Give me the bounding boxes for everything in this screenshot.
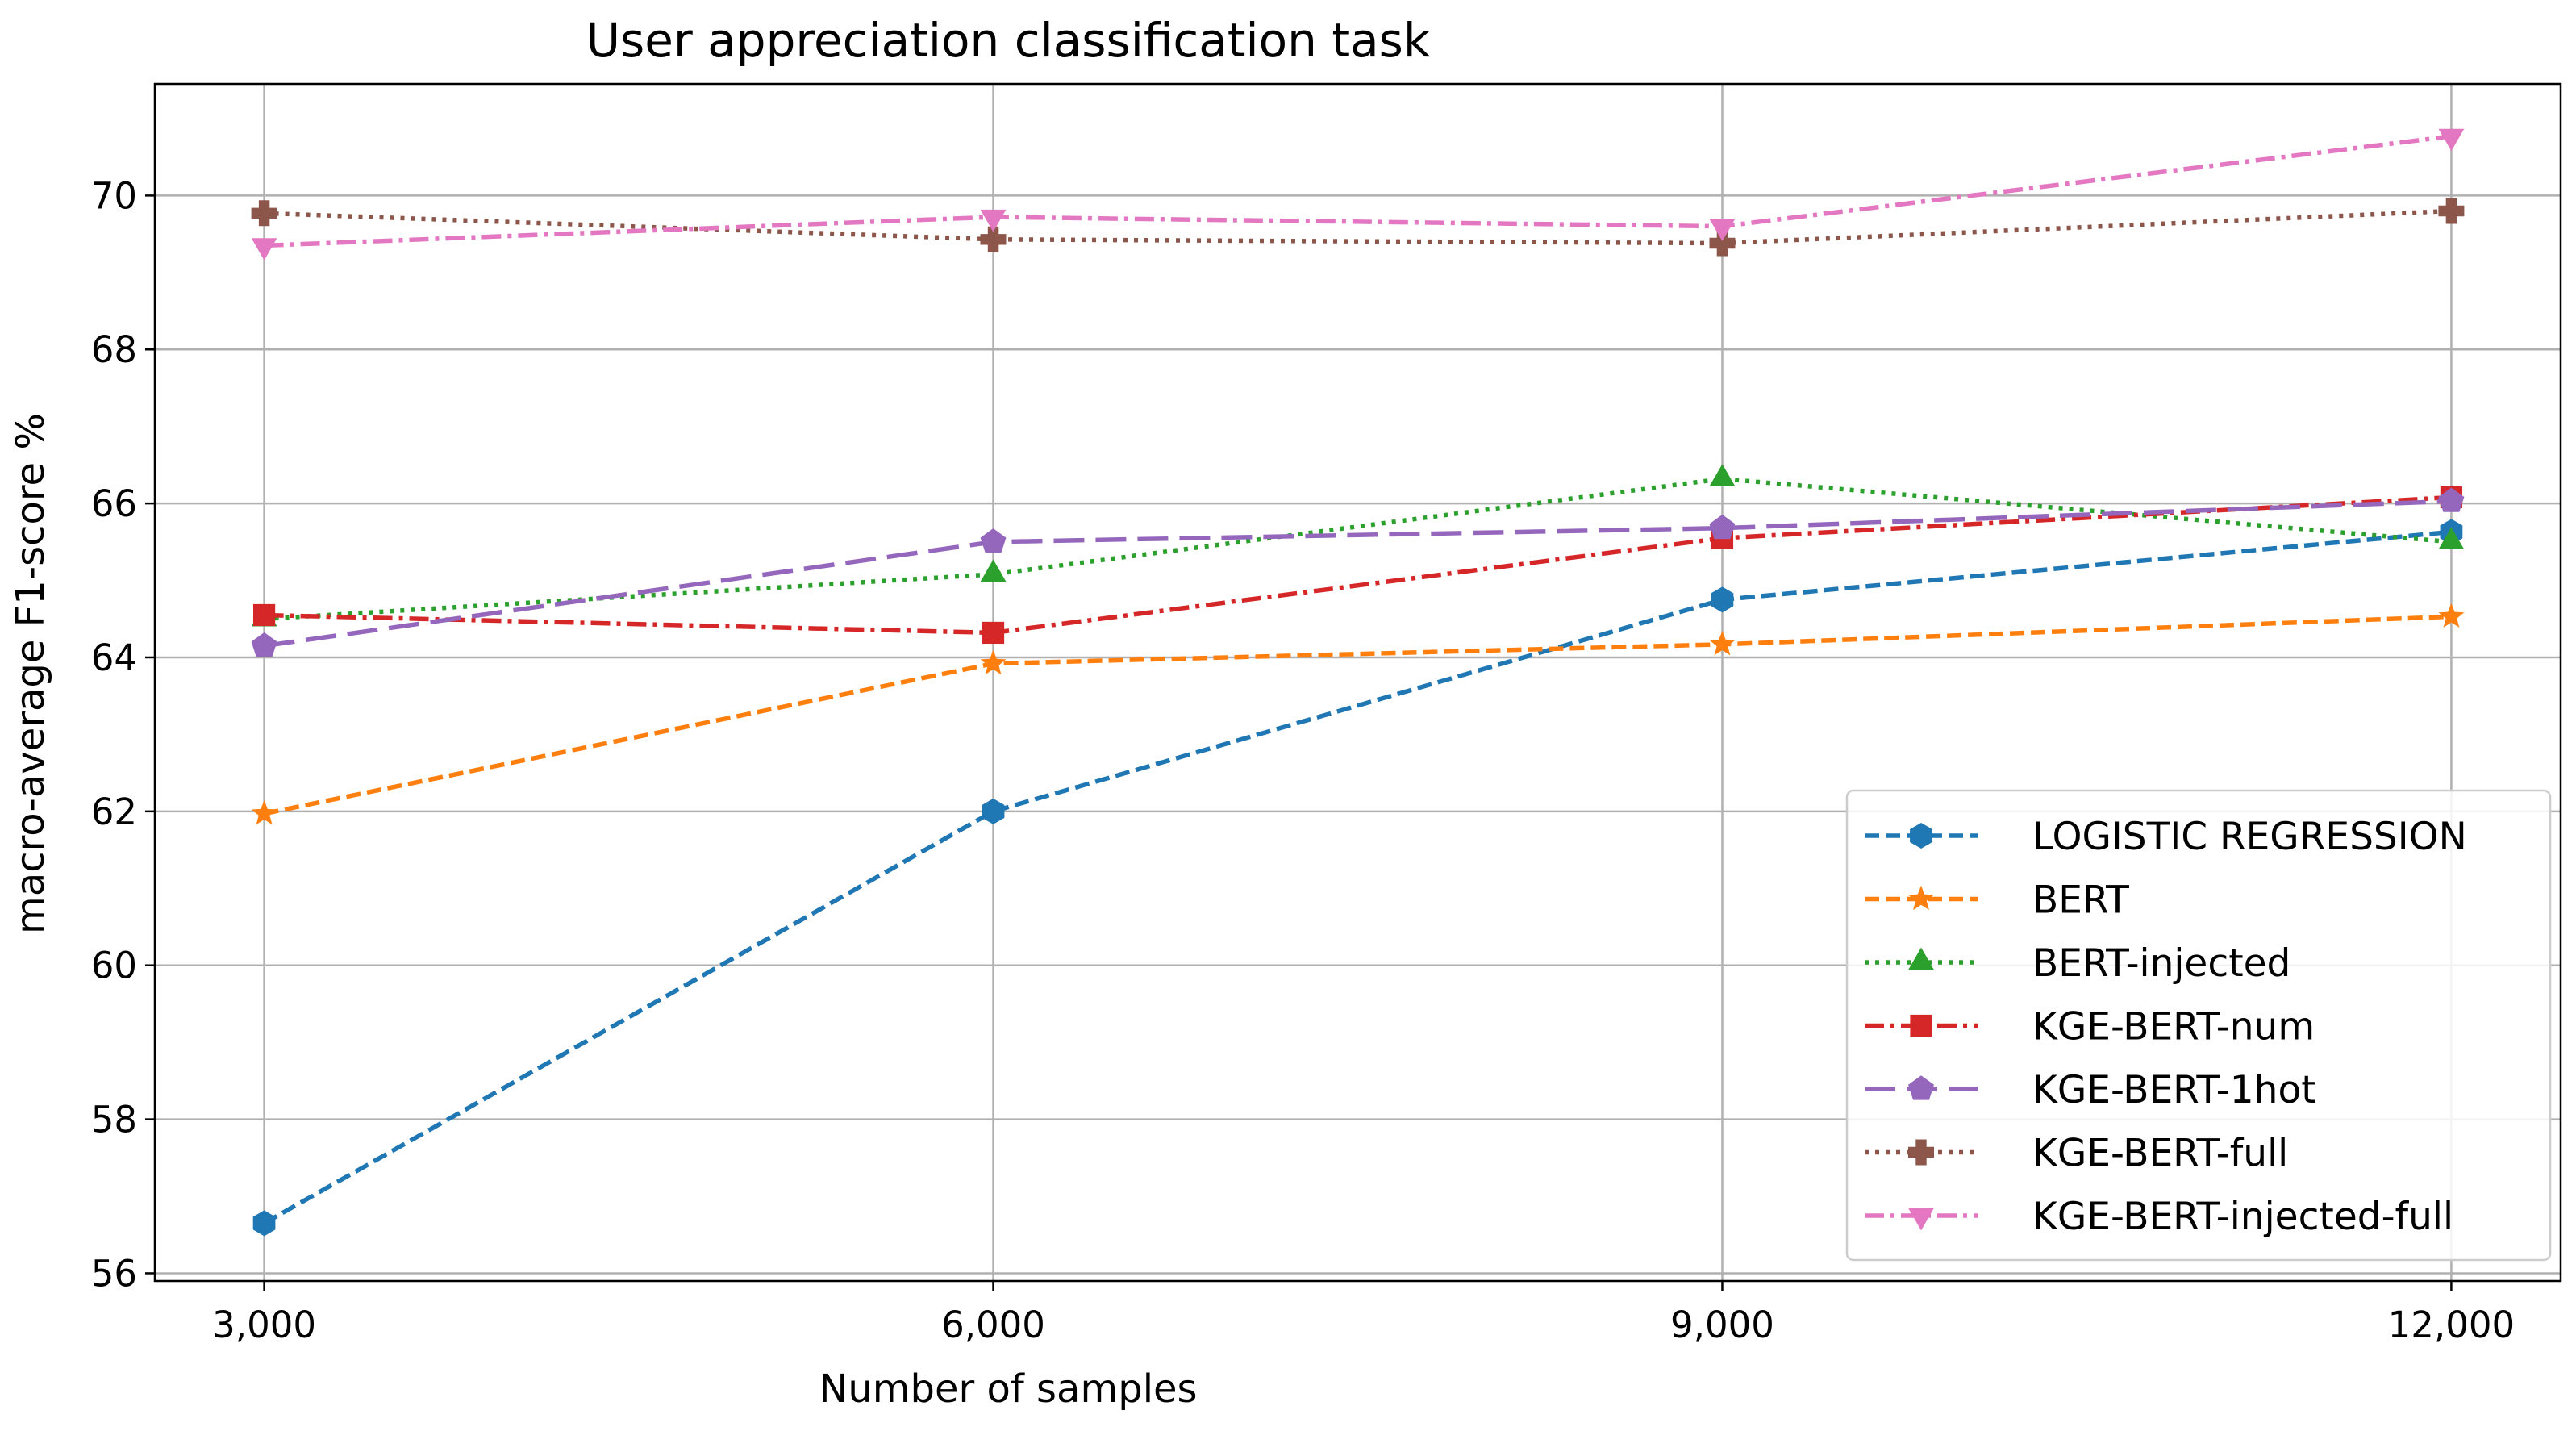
legend-marker-bert-injected [1908, 947, 1934, 970]
data-point-kge-bert-1hot [980, 528, 1007, 553]
legend-label-kge-bert-full: KGE-BERT-full [2032, 1132, 2288, 1176]
data-point-kge-bert-injected-full [980, 209, 1007, 232]
series-line-bert [264, 614, 2452, 816]
y-axis-title: macro-average F1-score % [8, 413, 53, 934]
chart-title: User appreciation classification task [586, 13, 1431, 68]
legend-label-bert-injected: BERT-injected [2032, 941, 2290, 986]
data-point-kge-bert-full [1709, 230, 1736, 257]
data-point-logistic-regression [1711, 586, 1734, 613]
data-point-bert-injected [2438, 527, 2465, 549]
data-point-kge-bert-full [2438, 198, 2465, 224]
legend-marker-logistic-regression [1910, 823, 1932, 849]
series-lines [263, 134, 2452, 1225]
legend-label-kge-bert-num: KGE-BERT-num [2032, 1005, 2315, 1049]
data-point-bert-injected [980, 559, 1007, 582]
legend-marker-bert [1908, 885, 1934, 911]
y-tick-label: 62 [91, 791, 137, 833]
data-point-kge-bert-injected-full [1709, 219, 1736, 241]
data-point-kge-bert-injected-full [251, 238, 277, 261]
legend-label-logistic-regression: LOGISTIC REGRESSION [2032, 815, 2467, 859]
y-tick-label: 64 [91, 636, 137, 679]
x-tick-label: 9,000 [1670, 1304, 1774, 1346]
data-point-bert [980, 649, 1007, 675]
data-point-kge-bert-1hot [251, 632, 277, 657]
data-point-bert [2438, 603, 2465, 628]
data-point-kge-bert-1hot [2438, 487, 2465, 512]
legend-label-bert: BERT [2032, 878, 2129, 923]
legend-label-kge-bert-injected-full: KGE-BERT-injected-full [2032, 1195, 2453, 1239]
series-line-logistic-regression [263, 529, 2452, 1225]
legend-marker-kge-bert-full [1908, 1139, 1934, 1166]
data-point-kge-bert-num [982, 621, 1005, 645]
data-point-kge-bert-injected-full [2438, 128, 2465, 152]
y-tick-label: 60 [91, 945, 137, 987]
legend-box [1845, 789, 2552, 1262]
x-tick-label: 12,000 [2388, 1304, 2515, 1346]
axis-ticks: 3,000 6,000 9,000 12,000 56 58 60 62 64 66 68 70 [91, 174, 2515, 1346]
data-point-bert-injected [1709, 464, 1736, 486]
legend-label-kge-bert-1hot: KGE-BERT-1hot [2032, 1068, 2316, 1112]
y-tick-label: 58 [91, 1099, 137, 1141]
series-line-kge-bert-injected-full [264, 134, 2452, 248]
data-point-kge-bert-full [251, 200, 277, 227]
data-point-bert [251, 799, 277, 825]
series-line-kge-bert-full [264, 208, 2452, 246]
series-line-kge-bert-1hot [264, 499, 2452, 649]
y-tick-label: 70 [91, 174, 137, 217]
x-tick-label: 6,000 [941, 1304, 1045, 1346]
legend: LOGISTIC REGRESSION BERT BERT-injected KGE-… [1845, 789, 2552, 1262]
series-line-kge-bert-num [264, 494, 2452, 636]
legend-marker-kge-bert-1hot [1908, 1075, 1934, 1100]
data-point-kge-bert-1hot [1709, 514, 1736, 540]
data-point-kge-bert-num [252, 603, 276, 627]
x-axis-title: Number of samples [819, 1366, 1197, 1412]
series-markers [251, 128, 2465, 1237]
y-tick-label: 68 [91, 328, 137, 371]
legend-marker-kge-bert-num [1910, 1014, 1932, 1037]
data-point-bert [1709, 631, 1736, 656]
legend-marker-kge-bert-injected-full [1908, 1208, 1934, 1231]
y-tick-label: 56 [91, 1252, 137, 1295]
data-point-logistic-regression [982, 798, 1005, 824]
x-tick-label: 3,000 [212, 1304, 316, 1346]
data-point-logistic-regression [252, 1210, 276, 1237]
y-tick-label: 66 [91, 482, 137, 525]
data-point-kge-bert-full [980, 226, 1007, 252]
plot-frame [153, 82, 2562, 1283]
